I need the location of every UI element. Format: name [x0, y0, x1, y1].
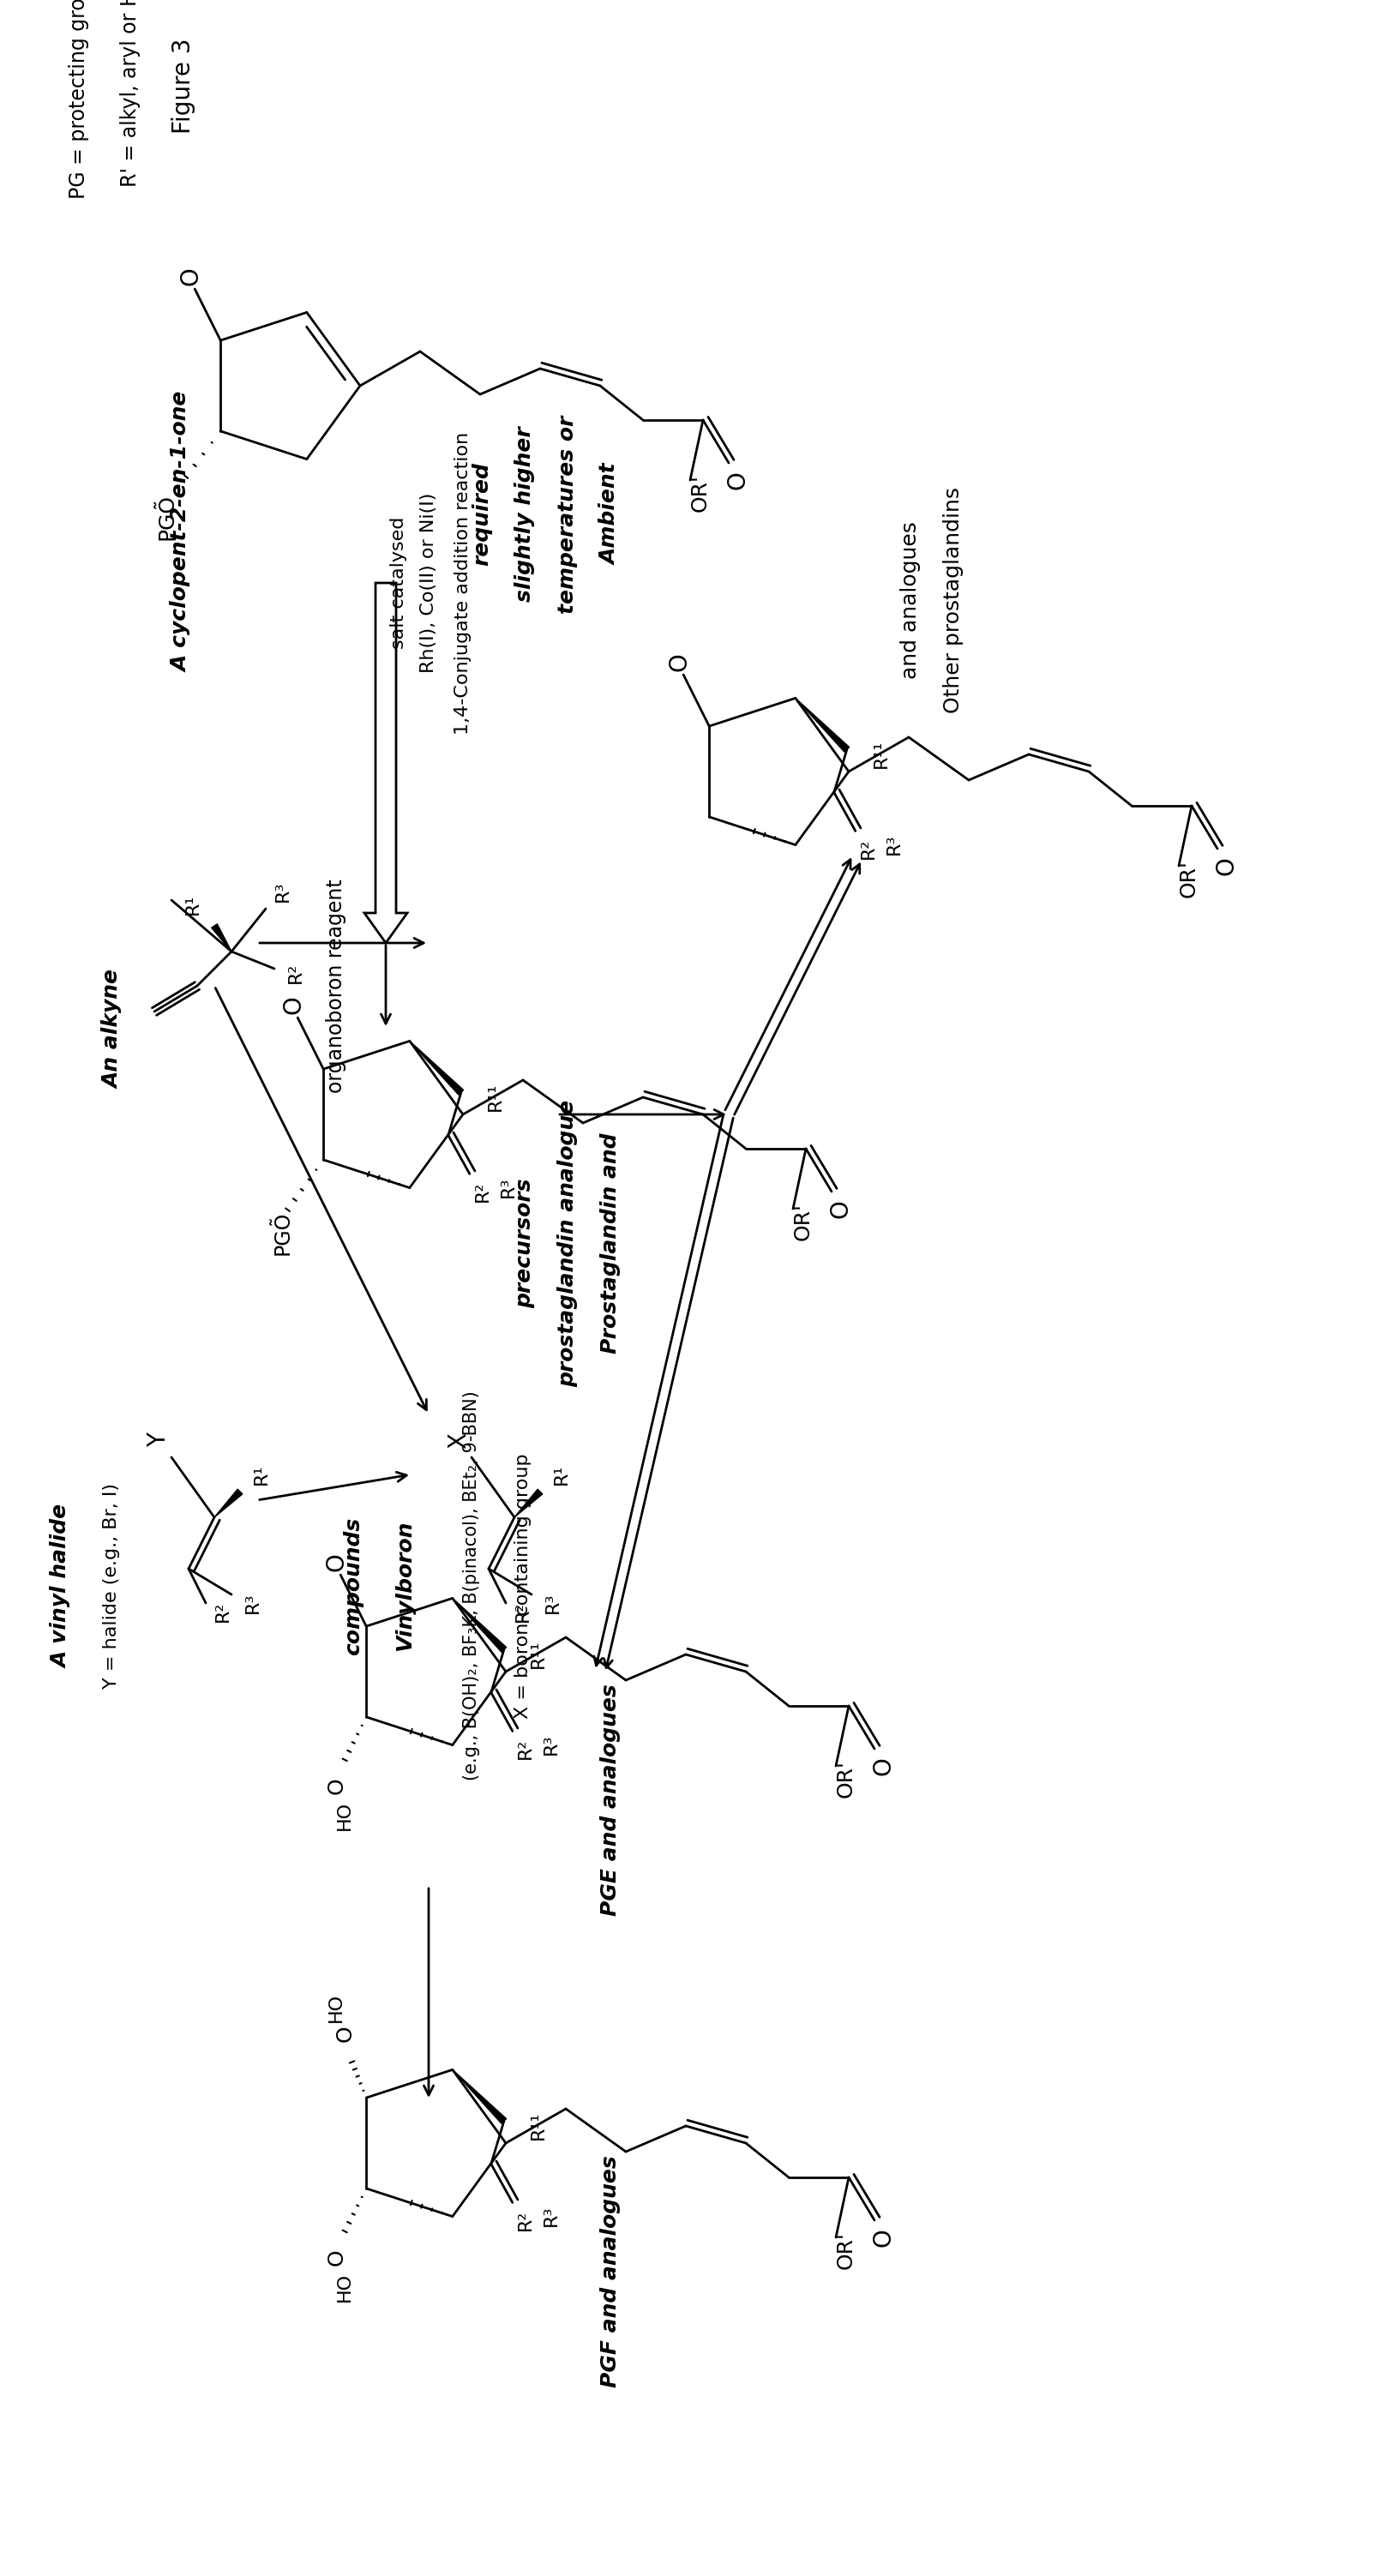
Text: PGF and analogues: PGF and analogues [600, 2156, 621, 2388]
Text: temperatures or: temperatures or [557, 415, 578, 613]
Text: R²: R² [515, 1602, 531, 1623]
Text: HO: HO [336, 1801, 354, 1829]
Text: R¹: R¹ [553, 1463, 570, 1484]
Text: R³: R³ [542, 2205, 560, 2226]
Text: R¹: R¹ [253, 1463, 270, 1484]
Text: A vinyl halide: A vinyl halide [51, 1504, 72, 1667]
Text: HO: HO [336, 2272, 354, 2300]
Text: R²: R² [215, 1602, 231, 1623]
Text: OR': OR' [793, 1203, 813, 1242]
Text: PGE and analogues: PGE and analogues [600, 1685, 621, 1917]
Text: OR': OR' [835, 2231, 856, 2269]
Text: organoboron reagent: organoboron reagent [326, 878, 347, 1092]
Text: Other prostaglandins: Other prostaglandins [943, 487, 963, 714]
Text: R³: R³ [885, 835, 903, 855]
Polygon shape [453, 2069, 506, 2123]
Text: R²: R² [517, 2210, 534, 2231]
Polygon shape [795, 698, 849, 752]
Polygon shape [365, 582, 407, 943]
Text: R³: R³ [245, 1592, 261, 1613]
Text: O: O [828, 1200, 852, 1218]
Text: R¹¹: R¹¹ [530, 1641, 546, 1669]
Text: R²: R² [517, 1739, 534, 1759]
Text: OR': OR' [1179, 860, 1200, 896]
Text: PG = protecting group: PG = protecting group [69, 0, 89, 198]
Text: O: O [871, 2228, 894, 2246]
Polygon shape [453, 1597, 506, 1651]
Text: O: O [871, 1757, 894, 1775]
Text: X = boron-containing group: X = boron-containing group [515, 1453, 531, 1718]
Text: HO: HO [327, 1994, 345, 2022]
Text: An alkyne: An alkyne [103, 969, 124, 1087]
Text: Vinylboron: Vinylboron [395, 1520, 416, 1651]
Text: PGÕ: PGÕ [157, 495, 176, 541]
Polygon shape [410, 1041, 464, 1095]
Text: Figure 3: Figure 3 [172, 39, 195, 134]
Text: R²: R² [860, 837, 877, 858]
Text: (e.g., B(OH)₂, BF₃K, B(pinacol), BEt₂, 9-BBN): (e.g., B(OH)₂, BF₃K, B(pinacol), BEt₂, 9… [462, 1391, 480, 1780]
Text: X: X [447, 1432, 471, 1448]
Text: R' = alkyl, aryl or H.: R' = alkyl, aryl or H. [120, 0, 140, 188]
Text: O: O [326, 1777, 347, 1793]
Text: O: O [1214, 855, 1238, 876]
Text: R²: R² [473, 1180, 491, 1200]
Text: Prostaglandin and: Prostaglandin and [600, 1133, 621, 1352]
Text: required: required [472, 464, 493, 567]
Text: OR': OR' [691, 474, 711, 513]
Text: 1,4-Conjugate addition reaction: 1,4-Conjugate addition reaction [454, 433, 472, 734]
Text: R¹¹: R¹¹ [872, 739, 890, 768]
Text: O: O [179, 268, 202, 286]
Text: R¹¹: R¹¹ [487, 1082, 504, 1110]
Text: compounds: compounds [343, 1517, 363, 1654]
Text: Ambient: Ambient [600, 464, 621, 564]
Polygon shape [215, 1489, 242, 1517]
Text: Rh(I), Co(II) or Ni(I): Rh(I), Co(II) or Ni(I) [420, 492, 438, 672]
Text: R³: R³ [274, 881, 292, 902]
Text: R²: R² [288, 963, 304, 984]
Text: Y = halide (e.g., Br, I): Y = halide (e.g., Br, I) [103, 1484, 120, 1690]
Text: A cyclopent-2-en-1-one: A cyclopent-2-en-1-one [172, 392, 193, 672]
Text: O: O [725, 471, 750, 489]
Text: R³: R³ [542, 1734, 560, 1754]
Text: O: O [326, 2249, 347, 2264]
Text: salt catalysed: salt catalysed [389, 518, 407, 649]
Text: prostaglandin analogue: prostaglandin analogue [557, 1100, 578, 1386]
Text: Y: Y [147, 1432, 171, 1448]
Text: R¹: R¹ [184, 894, 201, 914]
Text: slightly higher: slightly higher [515, 428, 535, 603]
Text: precursors: precursors [515, 1177, 535, 1309]
Polygon shape [212, 925, 231, 951]
Text: O: O [667, 652, 691, 672]
Text: OR': OR' [835, 1759, 856, 1798]
Text: PGÕ: PGÕ [272, 1211, 293, 1255]
Text: R³: R³ [545, 1592, 561, 1613]
Text: O: O [281, 994, 305, 1015]
Text: R¹¹: R¹¹ [530, 2112, 546, 2141]
Text: and analogues: and analogues [900, 520, 921, 680]
Text: R³: R³ [499, 1177, 517, 1198]
Text: O: O [334, 2025, 355, 2043]
Polygon shape [515, 1489, 542, 1517]
Text: O: O [325, 1553, 348, 1571]
